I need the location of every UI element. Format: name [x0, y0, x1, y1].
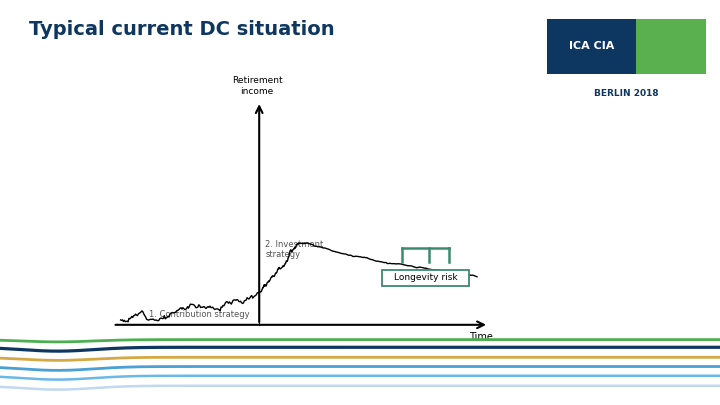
Text: BERLIN 2018: BERLIN 2018	[594, 89, 659, 98]
Text: ICA CIA: ICA CIA	[569, 41, 614, 51]
Text: 1. Contribution strategy: 1. Contribution strategy	[150, 310, 250, 319]
Text: 4 June 2018: 4 June 2018	[133, 391, 184, 400]
Text: Time: Time	[469, 332, 493, 342]
Text: Typical current DC situation: Typical current DC situation	[29, 20, 334, 39]
Text: Retirement
income: Retirement income	[232, 76, 282, 96]
FancyBboxPatch shape	[382, 270, 469, 286]
Bar	[547, 19, 636, 74]
Bar	[636, 19, 706, 74]
Text: 2. Investment
strategy: 2. Investment strategy	[265, 240, 323, 259]
Text: Longevity risk: Longevity risk	[394, 273, 457, 283]
Text: 8: 8	[696, 391, 701, 400]
